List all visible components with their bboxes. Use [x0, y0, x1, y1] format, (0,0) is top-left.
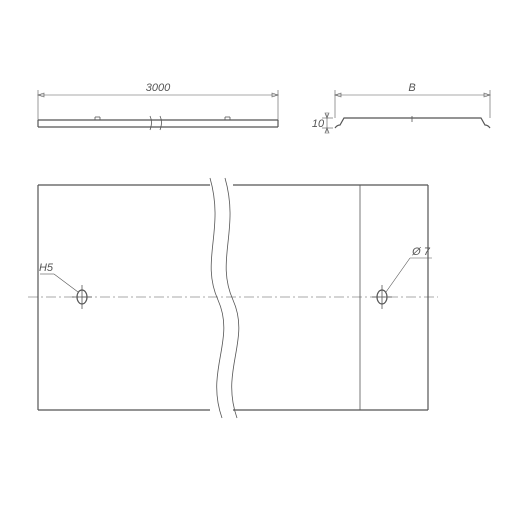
- side-view: 3000: [38, 82, 278, 130]
- technical-drawing: 3000 B 10: [0, 0, 524, 524]
- hole-right-label: Ø 7: [411, 246, 431, 258]
- top-view: H5 Ø 7: [28, 178, 438, 418]
- profile-view: B 10: [312, 82, 490, 133]
- dim-height-label: 10: [312, 118, 325, 130]
- dim-length-label: 3000: [146, 82, 171, 94]
- hole-left-label: H5: [39, 262, 54, 274]
- dim-width-label: B: [408, 82, 415, 94]
